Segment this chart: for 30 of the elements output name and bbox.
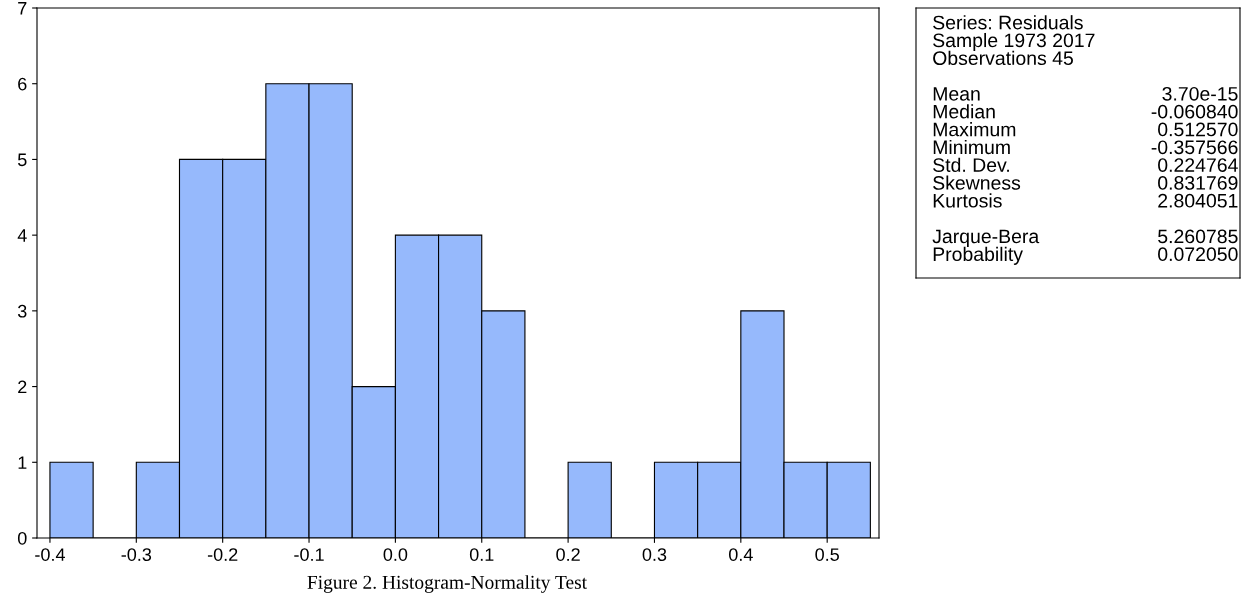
y-tick-label: 2 <box>18 380 27 394</box>
x-tick-label: 0.5 <box>815 548 839 561</box>
text: Median -0.060840 <box>933 104 1238 119</box>
x-tick-label: 0.4 <box>728 548 753 561</box>
text: Std. Dev. 0.224764 <box>933 157 1238 172</box>
y-tick-label: 0 <box>17 531 27 545</box>
y-tick-label: 3 <box>17 304 27 318</box>
x-tick-label: -0.1 <box>294 548 324 561</box>
y-tick-label: 6 <box>18 77 27 91</box>
y-tick-label: 5 <box>17 153 27 167</box>
y-tick-label: 7 <box>18 2 27 15</box>
text: Mean 3.70e-15 <box>933 86 1238 101</box>
text: Skewness 0.831769 <box>933 175 1238 190</box>
x-tick-label: -0.2 <box>207 548 238 561</box>
y-tick-label: 4 <box>17 229 27 242</box>
text: Minimum -0.357566 <box>933 139 1238 155</box>
x-tick-label: 0.3 <box>642 548 667 561</box>
text: Maximum 0.512570 <box>933 122 1238 137</box>
x-tick-label: -0.3 <box>121 548 152 561</box>
text: Probability 0.072050 <box>933 246 1238 265</box>
x-tick-label: -0.4 <box>35 548 65 561</box>
text: Series: Residuals <box>933 15 1083 30</box>
x-tick-label: 0.1 <box>469 548 494 561</box>
text: Kurtosis 2.804051 <box>933 193 1238 208</box>
caption: Figure 2. Histogram-Normality Test <box>307 575 587 593</box>
x-tick-label: 0.2 <box>556 548 580 561</box>
text: Observations 45 <box>933 50 1073 66</box>
y-tick-label: 1 <box>18 456 27 469</box>
x-tick-label: 0.0 <box>383 548 408 561</box>
text: Jarque-Bera 5.260785 <box>932 229 1238 248</box>
